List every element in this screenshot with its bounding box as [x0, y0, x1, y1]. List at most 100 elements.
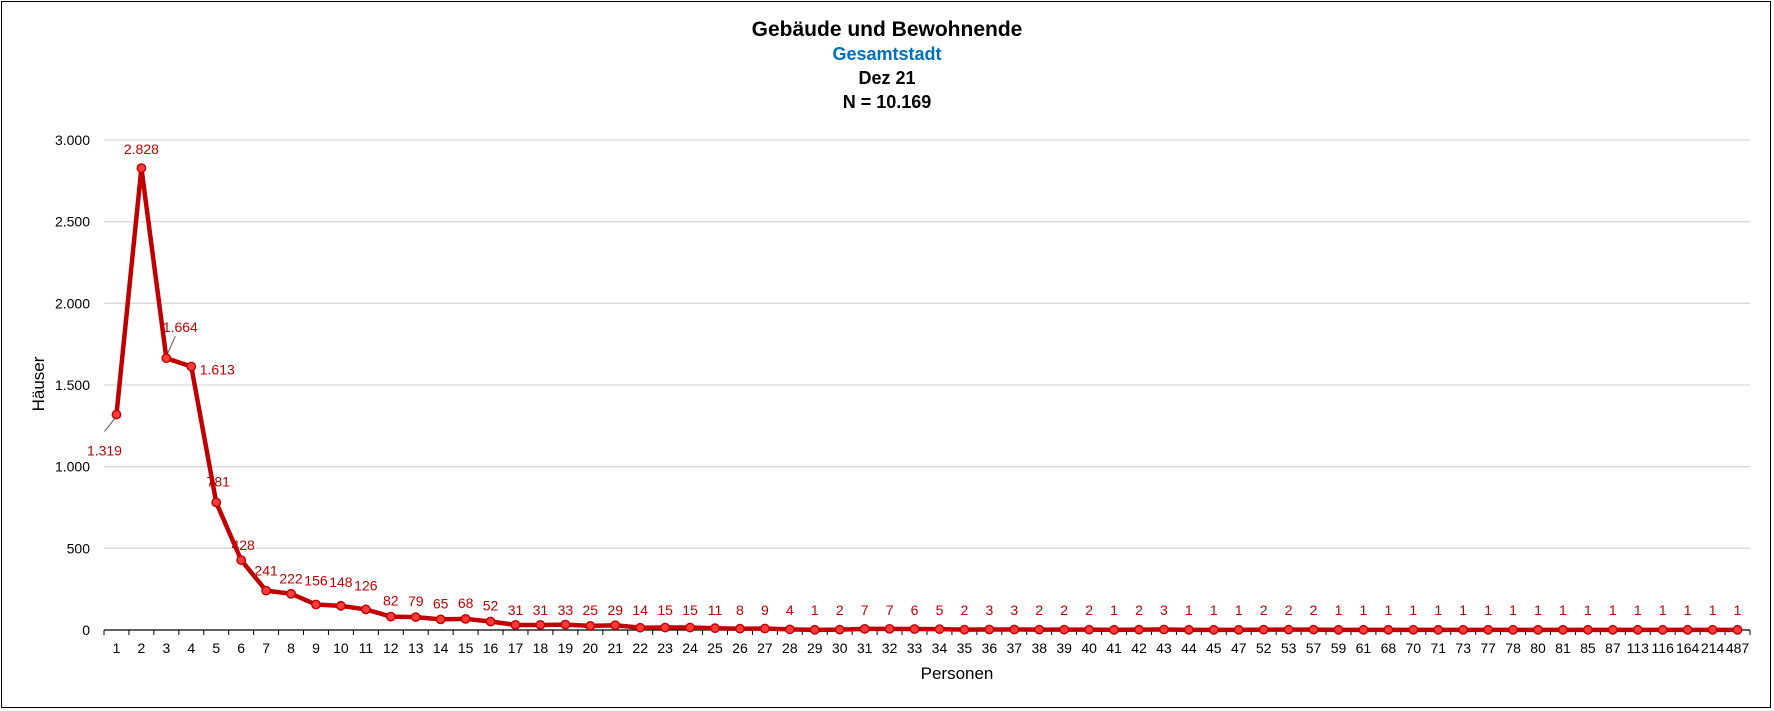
data-label: 126	[354, 577, 378, 593]
data-point	[1333, 624, 1344, 635]
data-label: 2	[836, 602, 844, 618]
data-label: 11	[708, 602, 723, 618]
x-tick-label: 12	[383, 640, 399, 656]
data-point	[1657, 624, 1668, 635]
x-tick-label: 52	[1256, 640, 1272, 656]
data-point	[1582, 624, 1593, 635]
data-point	[161, 353, 172, 364]
x-tick-label: 22	[632, 640, 648, 656]
x-tick-label: 116	[1652, 640, 1675, 656]
x-tick-label: 81	[1555, 640, 1571, 656]
data-label: 2	[1085, 602, 1093, 618]
data-label: 33	[558, 602, 574, 618]
data-label: 31	[533, 602, 549, 618]
x-tick-label: 29	[807, 640, 823, 656]
x-tick-label: 24	[682, 640, 698, 656]
data-point	[1458, 624, 1469, 635]
x-tick-label: 39	[1056, 640, 1072, 656]
x-tick-label: 164	[1676, 640, 1700, 656]
data-point	[1433, 624, 1444, 635]
data-point	[211, 497, 222, 508]
data-label: 1	[1584, 602, 1592, 618]
x-tick-label: 40	[1081, 640, 1097, 656]
data-point	[360, 604, 371, 615]
x-tick-label: 14	[433, 640, 449, 656]
data-label: 1	[1110, 602, 1118, 618]
data-label: 29	[607, 602, 623, 618]
data-label: 14	[632, 602, 648, 618]
y-tick-label: 0	[82, 622, 90, 638]
x-tick-label: 43	[1156, 640, 1172, 656]
x-tick-label: 1	[113, 640, 121, 656]
y-tick-label: 1.500	[55, 377, 90, 393]
data-label: 15	[657, 602, 673, 618]
x-tick-label: 10	[333, 640, 349, 656]
x-tick-label: 25	[707, 640, 723, 656]
data-label: 1	[1559, 602, 1567, 618]
x-tick-label: 13	[408, 640, 424, 656]
data-point	[759, 623, 770, 634]
x-tick-label: 11	[359, 640, 374, 656]
x-tick-label: 57	[1306, 640, 1322, 656]
x-axis-ticks: 1 2 3 4 5 6 7 8 9 10 11 12 13 14 15 16 17 18 19 20 21 22 23 24 2…	[113, 640, 1750, 656]
data-point	[261, 585, 272, 596]
data-point	[1607, 624, 1618, 635]
data-point	[1134, 624, 1144, 635]
x-tick-label: 78	[1505, 640, 1521, 656]
x-tick-label: 9	[312, 640, 320, 656]
x-tick-label: 27	[757, 640, 773, 656]
x-tick-label: 44	[1181, 640, 1197, 656]
data-label: 1	[1534, 602, 1542, 618]
x-tick-label: 7	[262, 640, 270, 656]
data-point	[1183, 624, 1194, 635]
data-point	[934, 624, 945, 635]
data-point	[435, 614, 446, 625]
data-point	[286, 588, 296, 599]
data-label: 5	[936, 602, 944, 618]
x-tick-label: 30	[832, 640, 848, 656]
data-point	[660, 622, 671, 633]
x-tick-label: 113	[1627, 640, 1650, 656]
y-tick-label: 2.000	[55, 295, 90, 311]
x-tick-label: 73	[1455, 640, 1471, 656]
data-label: 1	[1734, 602, 1742, 618]
data-label: 1	[1709, 602, 1717, 618]
x-tick-label: 19	[558, 640, 574, 656]
x-tick-label: 35	[957, 640, 973, 656]
data-label: 1	[1684, 602, 1692, 618]
x-tick-label: 33	[907, 640, 923, 656]
data-point	[1258, 624, 1269, 635]
data-point	[1233, 624, 1244, 635]
data-label: 1	[1409, 602, 1417, 618]
y-tick-label: 500	[67, 540, 91, 556]
chart-title: Gebäude und Bewohnende	[751, 18, 1023, 41]
data-point	[1383, 624, 1394, 635]
data-point	[1034, 624, 1045, 635]
data-label: 65	[433, 595, 449, 611]
data-point	[735, 623, 745, 634]
x-tick-label: 36	[982, 640, 998, 656]
data-point	[1707, 624, 1718, 635]
data-point	[1408, 624, 1419, 635]
x-tick-label: 34	[932, 640, 948, 656]
data-point	[1358, 624, 1369, 635]
data-point	[1732, 624, 1743, 635]
series-line	[114, 165, 1738, 633]
data-point	[1059, 624, 1070, 635]
data-label: 1	[1384, 602, 1392, 618]
x-tick-label: 71	[1430, 640, 1446, 656]
x-tick-label: 28	[782, 640, 798, 656]
x-tick-label: 37	[1006, 640, 1022, 656]
data-point	[311, 599, 321, 610]
x-tick-label: 3	[162, 640, 170, 656]
data-point	[510, 620, 521, 630]
x-tick-label: 20	[583, 640, 599, 656]
data-label: 1	[1210, 602, 1218, 618]
data-label: 7	[886, 602, 894, 618]
x-tick-label: 23	[657, 640, 673, 656]
x-tick-label: 21	[607, 640, 623, 656]
data-label: 1	[1459, 602, 1467, 618]
data-point	[685, 622, 695, 633]
chart-titles: Gebäude und Bewohnende Gesamtstadt Dez 2…	[0, 18, 1774, 114]
